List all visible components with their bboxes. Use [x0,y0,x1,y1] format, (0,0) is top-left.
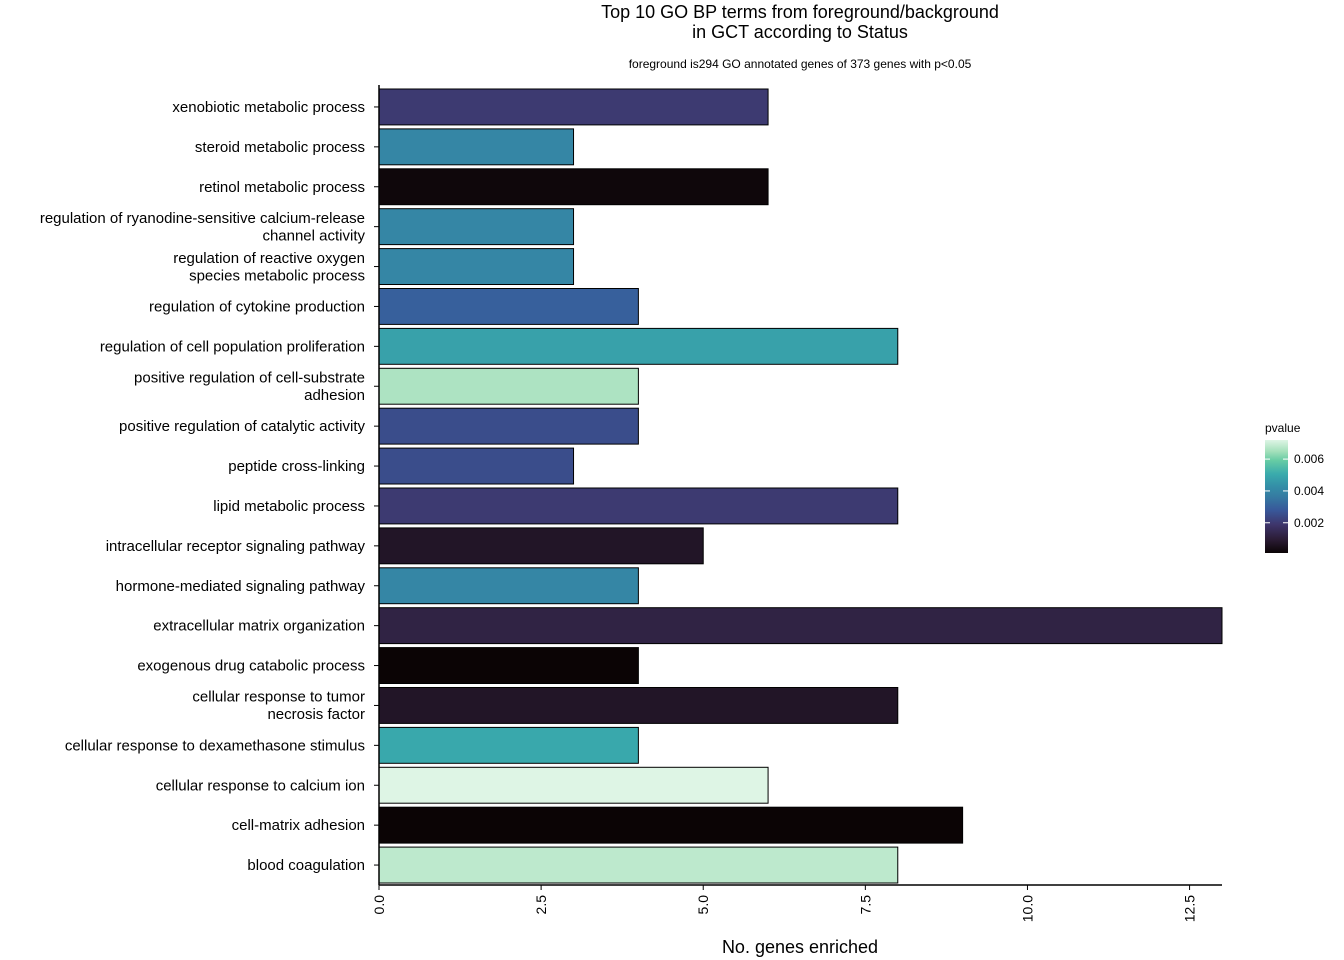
category-label: regulation of cell population proliferat… [100,338,365,355]
bar [378,208,575,246]
bar [378,766,769,804]
category-label: cell-matrix adhesion [232,817,365,834]
bar [378,686,899,724]
category-label: regulation of ryanodine-sensitive calciu… [40,210,366,245]
legend: pvalue 0.006 0.004 0.002 [1265,421,1324,553]
category-label: hormone-mediated signaling pathway [116,578,366,595]
category-label: cellular response to dexamethasone stimu… [65,737,365,754]
category-label: extracellular matrix organization [153,618,365,635]
bar [378,367,639,405]
category-label: positive regulation of cell-substrate adh… [134,370,365,405]
bar [378,567,639,605]
bar [378,168,769,206]
legend-tick-label: 0.006 [1294,452,1324,466]
category-label: blood coagulation [247,857,365,874]
bar [378,128,575,166]
category-label: steroid metabolic process [195,139,365,156]
category-label: exogenous drug catabolic process [137,658,365,675]
x-tick-label: 7.5 [857,895,873,915]
bar [378,846,899,884]
legend-tick-label: 0.002 [1294,516,1324,530]
bar [378,248,575,286]
category-label: positive regulation of catalytic activit… [119,418,365,435]
bar [378,88,769,126]
bar [378,447,575,485]
x-axis-title: No. genes enriched [722,937,878,957]
category-labels: xenobiotic metabolic process steroid meta… [40,99,379,874]
bar [378,327,899,365]
bar [378,806,964,844]
category-label: intracellular receptor signaling pathway [106,538,366,555]
bar [378,607,1223,645]
x-tick-label: 2.5 [533,895,549,915]
chart-title: Top 10 GO BP terms from foreground/backg… [601,2,999,42]
bar [378,726,639,764]
category-label: regulation of cytokine production [149,298,365,315]
colorbar [1265,440,1288,553]
x-tick-label: 12.5 [1182,895,1198,922]
bar [378,407,639,445]
x-tick-label: 5.0 [695,895,711,915]
bars-layer [378,88,1223,884]
category-label: xenobiotic metabolic process [172,99,365,116]
bar [378,287,639,325]
category-label: cellular response to calcium ion [156,777,365,794]
category-label: cellular response to tumor necrosis facto… [192,689,365,724]
legend-tick-label: 0.004 [1294,484,1324,498]
axes: 0.0 2.5 5.0 7.5 10.0 12.5 [371,85,1222,922]
category-label: peptide cross-linking [228,458,365,475]
category-label: lipid metabolic process [213,498,365,515]
x-tick-label: 10.0 [1019,895,1035,922]
bar [378,527,704,565]
chart-subtitle: foreground is294 GO annotated genes of 3… [629,57,972,71]
category-label: retinol metabolic process [199,179,365,196]
bar [378,647,639,685]
category-label: regulation of reactive oxygen species met… [173,250,365,285]
x-tick-label: 0.0 [371,895,387,915]
bar [378,487,899,525]
legend-title: pvalue [1265,421,1301,435]
